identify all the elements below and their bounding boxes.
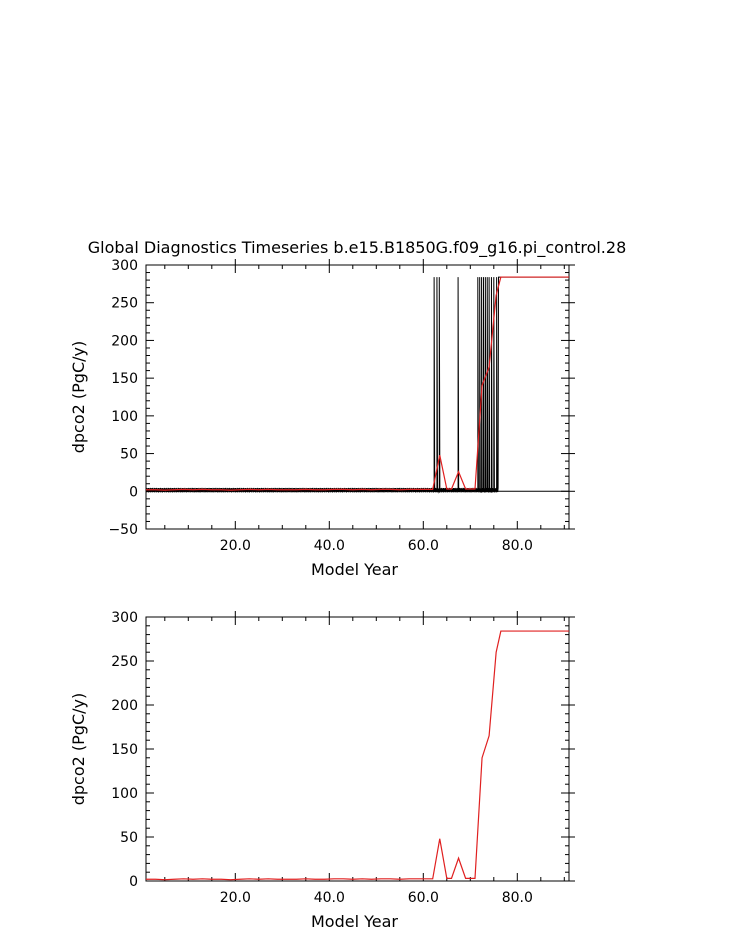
x-tick-label: 60.0 (408, 538, 439, 554)
y-tick-label: 300 (111, 258, 138, 274)
y-tick-label: 50 (120, 830, 138, 846)
x-tick-label: 20.0 (220, 538, 251, 554)
x-tick-label: 40.0 (314, 538, 345, 554)
y-tick-label: 0 (129, 484, 138, 500)
y-axis-label: dpco2 (PgC/y) (69, 693, 88, 805)
top-panel: 20.0 40.0 60.0 80.0 −50 0 50 100 150 200 250 300 Mod… (69, 258, 575, 579)
x-axis-label: Model Year (311, 912, 398, 931)
x-tick-label: 80.0 (502, 538, 533, 554)
bottom-panel: 20.0 40.0 60.0 80.0 0 50 100 150 200 250 300 Model … (69, 610, 575, 931)
y-tick-label: 100 (111, 786, 138, 802)
y-tick-label: 150 (111, 742, 138, 758)
x-tick-label: 80.0 (502, 890, 533, 906)
series-line-annual (146, 630, 569, 881)
chart-title: Global Diagnostics Timeseries b.e15.B185… (88, 238, 627, 258)
y-tick-label: 200 (111, 698, 138, 714)
y-axis-label: dpco2 (PgC/y) (69, 341, 88, 453)
y-tick-label: 250 (111, 296, 138, 312)
x-tick-label: 60.0 (408, 890, 439, 906)
plot-area (146, 630, 569, 881)
x-axis-label: Model Year (311, 560, 398, 579)
y-tick-label: 200 (111, 333, 138, 349)
x-tick-label: 20.0 (220, 890, 251, 906)
series-line-monthly (146, 276, 569, 494)
plot-frame (145, 616, 570, 882)
y-tick-label: 300 (111, 610, 138, 626)
x-tick-label: 40.0 (314, 890, 345, 906)
y-tick-label: −50 (108, 522, 138, 538)
series-line-annual (146, 276, 569, 491)
y-tick-label: 150 (111, 371, 138, 387)
y-tick-label: 100 (111, 409, 138, 425)
plot-area (146, 276, 569, 494)
y-tick-label: 250 (111, 654, 138, 670)
plot-frame (145, 264, 570, 530)
y-tick-label: 50 (120, 447, 138, 463)
y-tick-label: 0 (129, 874, 138, 890)
